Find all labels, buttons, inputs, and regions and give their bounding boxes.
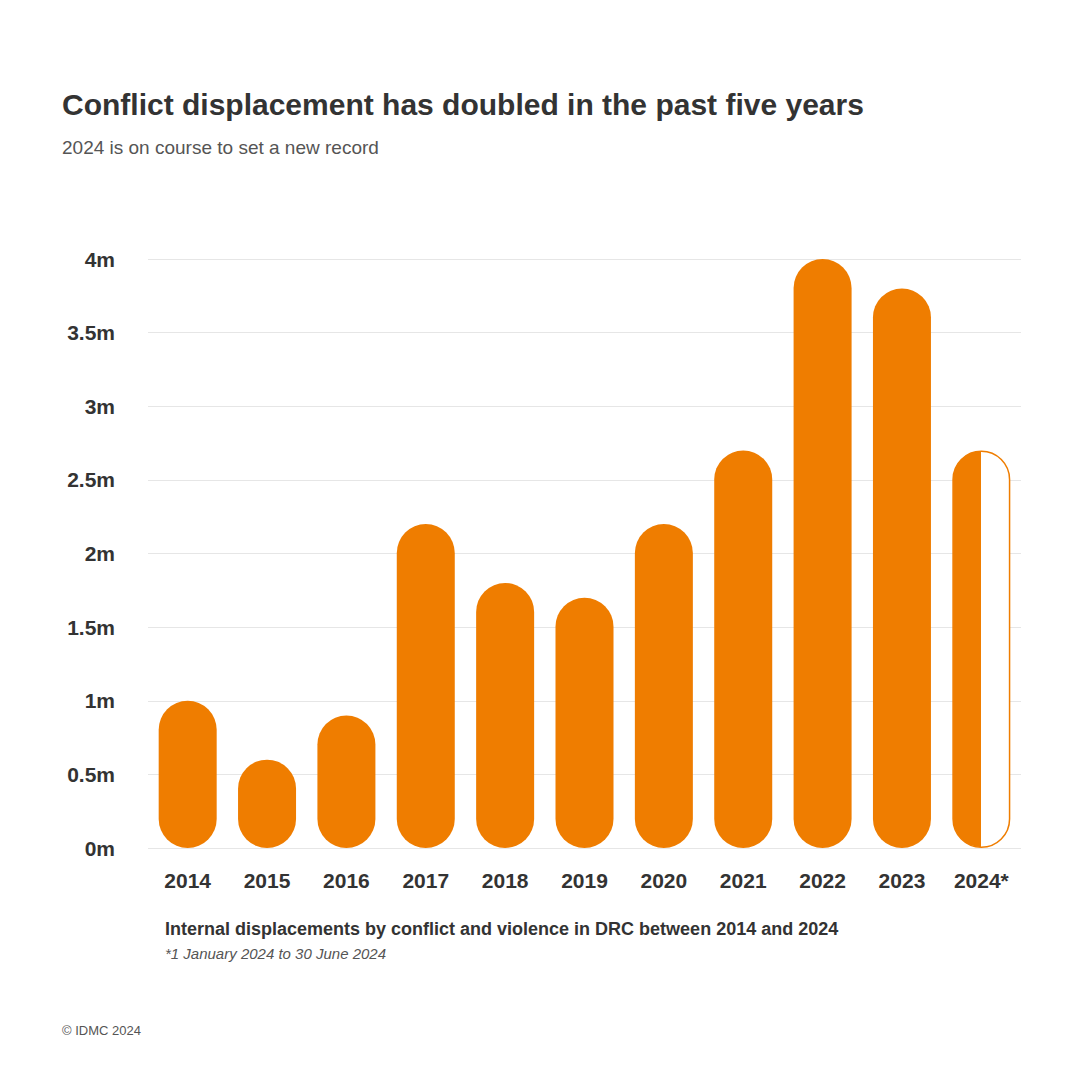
- svg-text:© IDMC 2024: © IDMC 2024: [62, 1023, 141, 1038]
- svg-text:3.5m: 3.5m: [67, 321, 115, 344]
- svg-text:2020: 2020: [641, 869, 688, 892]
- svg-text:3m: 3m: [85, 395, 115, 418]
- svg-text:Conflict displacement has doub: Conflict displacement has doubled in the…: [62, 88, 864, 121]
- svg-text:2019: 2019: [561, 869, 608, 892]
- svg-text:0m: 0m: [85, 837, 115, 860]
- svg-text:2017: 2017: [402, 869, 449, 892]
- svg-text:2024*: 2024*: [954, 869, 1010, 892]
- svg-text:4m: 4m: [85, 248, 115, 271]
- svg-text:2016: 2016: [323, 869, 370, 892]
- svg-text:1m: 1m: [85, 689, 115, 712]
- svg-text:2023: 2023: [879, 869, 926, 892]
- svg-text:0.5m: 0.5m: [67, 763, 115, 786]
- svg-text:Internal displacements by conf: Internal displacements by conflict and v…: [165, 919, 838, 939]
- svg-text:2021: 2021: [720, 869, 767, 892]
- svg-text:2018: 2018: [482, 869, 529, 892]
- svg-text:2014: 2014: [164, 869, 211, 892]
- svg-text:2.5m: 2.5m: [67, 468, 115, 491]
- svg-text:2024 is on course to set a new: 2024 is on course to set a new record: [62, 137, 379, 158]
- svg-text:2m: 2m: [85, 542, 115, 565]
- svg-text:*1 January 2024 to 30 June 202: *1 January 2024 to 30 June 2024: [165, 945, 386, 962]
- svg-text:1.5m: 1.5m: [67, 616, 115, 639]
- svg-text:2022: 2022: [799, 869, 846, 892]
- svg-text:2015: 2015: [244, 869, 291, 892]
